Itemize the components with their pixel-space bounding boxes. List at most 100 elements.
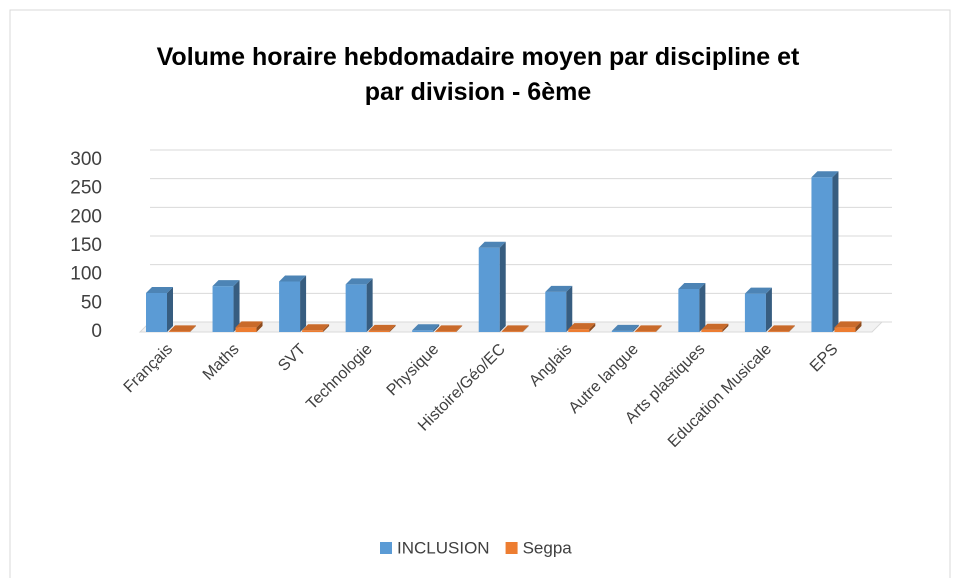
bar	[568, 323, 596, 332]
bar-face	[634, 325, 662, 332]
bar-face	[611, 324, 639, 331]
bar-face	[678, 283, 706, 289]
chart-title: par division - 6ème	[365, 78, 592, 106]
y-tick-label: 200	[70, 206, 102, 227]
bar	[701, 323, 729, 332]
bar-face	[300, 275, 307, 332]
bar	[744, 287, 772, 332]
bar-face	[499, 241, 506, 332]
bar-face	[302, 324, 330, 331]
bar-face	[389, 324, 396, 332]
legend-label: INCLUSION	[397, 538, 490, 557]
bar-face	[366, 278, 373, 332]
bar-face	[279, 281, 301, 332]
bar-face	[811, 171, 839, 178]
bar-face	[435, 325, 463, 332]
bar-face	[834, 321, 862, 328]
bar-face	[212, 280, 240, 287]
bar-face	[368, 324, 396, 331]
bar-face	[722, 323, 729, 332]
bar	[611, 324, 639, 332]
bar-face	[501, 325, 529, 332]
bar	[368, 324, 396, 332]
bar-face	[566, 285, 573, 332]
bar-face	[235, 321, 263, 328]
y-tick-label: 0	[91, 321, 102, 342]
y-tick-label: 250	[70, 178, 102, 199]
bar-face	[811, 177, 833, 332]
bar-face	[433, 324, 440, 332]
bar-face	[701, 323, 729, 330]
bar	[501, 325, 529, 332]
bar-face	[501, 331, 523, 332]
bar-face	[834, 327, 856, 332]
bar-face	[478, 247, 500, 332]
bar-face	[767, 331, 789, 332]
bar-face	[765, 287, 772, 332]
bar-face	[832, 171, 839, 332]
bar	[767, 325, 795, 332]
bar-face	[634, 331, 656, 332]
bar-face	[589, 323, 596, 332]
bar-face	[345, 278, 373, 285]
bar	[279, 275, 307, 332]
bar-face	[545, 285, 573, 292]
bar-face	[412, 324, 440, 331]
bar-face	[302, 330, 324, 332]
y-tick-label: 300	[70, 149, 102, 170]
legend-label: Segpa	[523, 538, 573, 557]
bar	[345, 278, 373, 332]
bar	[412, 324, 440, 332]
bar-face	[767, 325, 795, 332]
bar-face	[456, 325, 463, 332]
bar-face	[256, 321, 263, 332]
bar-face	[701, 329, 723, 332]
y-tick-label: 100	[70, 264, 102, 285]
y-tick-label: 50	[81, 292, 102, 313]
bar-face	[235, 327, 257, 332]
legend-swatch	[505, 542, 518, 554]
bar-face	[233, 280, 240, 332]
bar	[212, 280, 240, 332]
bar-face	[167, 287, 173, 332]
bar-face	[678, 289, 700, 332]
bar	[545, 285, 573, 332]
legend-swatch	[380, 542, 392, 554]
bar-face	[522, 325, 529, 332]
y-tick-label: 150	[70, 235, 102, 256]
bar-face	[212, 286, 234, 332]
bar	[834, 321, 862, 332]
bar-face	[323, 324, 330, 332]
bar-face	[655, 325, 662, 332]
bar-face	[279, 275, 307, 282]
bar-face	[190, 325, 196, 332]
bar-face	[699, 283, 706, 332]
bar-face	[611, 330, 633, 332]
bar-face	[169, 331, 190, 332]
bar-face	[744, 293, 766, 332]
bar	[478, 241, 506, 332]
bar	[302, 324, 330, 332]
bar	[634, 325, 662, 332]
bar	[169, 325, 196, 332]
bar-face	[345, 284, 367, 332]
bar-face	[568, 323, 596, 330]
bar	[435, 325, 463, 332]
bar-face	[788, 325, 795, 332]
bar-face	[146, 293, 167, 332]
bar-face	[368, 330, 390, 332]
bar-face	[146, 287, 173, 294]
chart-title: Volume horaire hebdomadaire moyen par di…	[157, 43, 800, 71]
bar-face	[169, 325, 196, 332]
bar	[811, 171, 839, 332]
bar-face	[478, 241, 506, 248]
bar-face	[435, 331, 457, 332]
bar-face	[412, 330, 434, 332]
bar	[235, 321, 263, 332]
bar-face	[744, 287, 772, 294]
bar-face	[632, 324, 639, 332]
bar-face	[545, 291, 567, 332]
bar-face	[855, 321, 862, 332]
bar	[678, 283, 706, 332]
